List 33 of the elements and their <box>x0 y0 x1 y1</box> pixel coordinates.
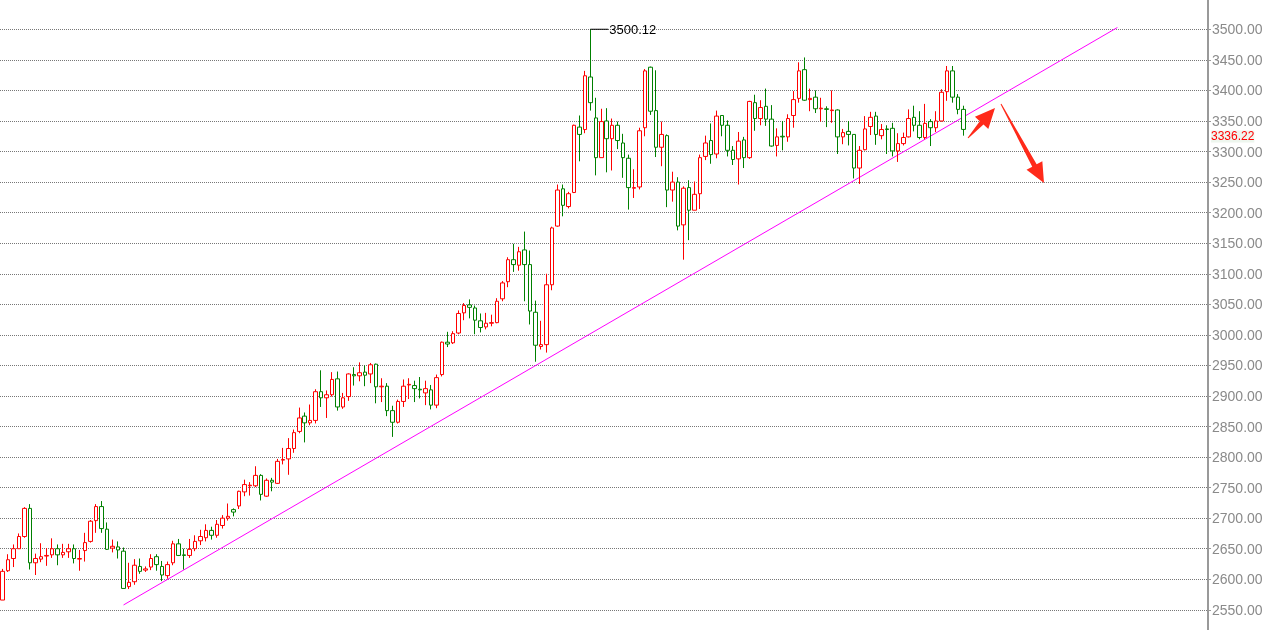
y-tick-label: 2750.00 <box>1212 479 1263 496</box>
y-tick-label: 2900.00 <box>1212 387 1263 404</box>
candlestick <box>0 568 5 601</box>
y-tick-label: 2650.00 <box>1212 540 1263 557</box>
y-tick-label: 3450.00 <box>1212 51 1263 68</box>
candlestick <box>791 90 796 129</box>
candlestick <box>83 532 87 563</box>
y-tick-label: 2550.00 <box>1212 601 1263 618</box>
y-tick-label: 2850.00 <box>1212 418 1263 435</box>
candlestick <box>698 154 702 210</box>
annotation: 3500.12 <box>609 21 657 37</box>
y-tick-label: 2700.00 <box>1212 510 1263 527</box>
y-tick-label: 2950.00 <box>1212 357 1263 374</box>
y-tick-label: 3050.00 <box>1212 296 1263 313</box>
y-tick-label: 3000.00 <box>1212 326 1263 343</box>
candlestick <box>863 115 867 151</box>
candlestick <box>231 507 236 517</box>
text: 3336.22 <box>1211 129 1255 144</box>
y-tick-label: 3350.00 <box>1212 112 1263 129</box>
y-tick-label: 3250.00 <box>1212 174 1263 191</box>
y-tick-label: 3500.00 <box>1212 21 1263 38</box>
y-tick-label: 3400.00 <box>1212 82 1263 99</box>
y-tick-label: 3300.00 <box>1212 143 1263 160</box>
candlestick <box>193 534 197 552</box>
y-tick-label: 3150.00 <box>1212 235 1263 252</box>
candlestick <box>500 280 505 302</box>
y-tick-label: 3100.00 <box>1212 265 1263 282</box>
candlestick <box>6 553 10 573</box>
candlestick <box>621 133 625 179</box>
y-tick-label: 2600.00 <box>1212 571 1263 588</box>
candlestick <box>88 519 93 544</box>
y-tick-label: 2800.00 <box>1212 449 1263 466</box>
y-tick-label: 3200.00 <box>1212 204 1263 221</box>
